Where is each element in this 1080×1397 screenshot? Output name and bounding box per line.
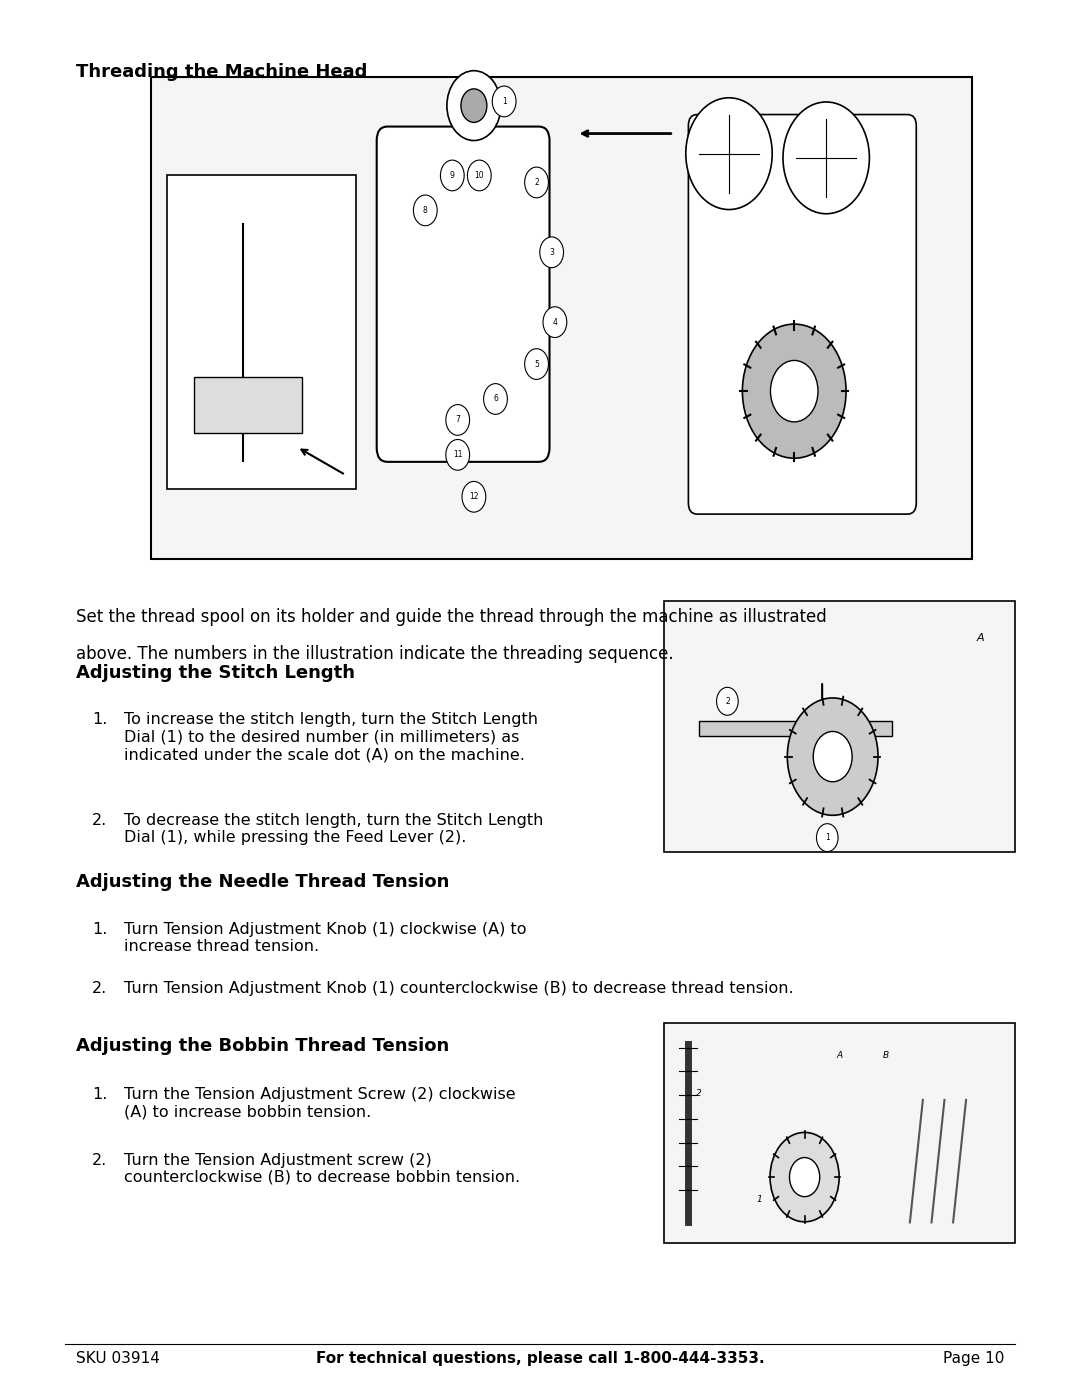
Circle shape — [787, 698, 878, 816]
Text: 6: 6 — [494, 394, 498, 404]
Text: Set the thread spool on its holder and guide the thread through the machine as i: Set the thread spool on its holder and g… — [76, 608, 826, 626]
Text: 11: 11 — [453, 450, 462, 460]
Text: 10: 10 — [474, 170, 484, 180]
Text: 2: 2 — [697, 1088, 702, 1098]
Text: 1.: 1. — [92, 712, 107, 728]
Circle shape — [816, 824, 838, 852]
Bar — [664, 1023, 1015, 1243]
Bar — [700, 721, 892, 736]
Text: Turn Tension Adjustment Knob (1) counterclockwise (B) to decrease thread tension: Turn Tension Adjustment Knob (1) counter… — [124, 981, 794, 996]
Text: 5: 5 — [535, 359, 539, 369]
Circle shape — [525, 349, 549, 380]
Text: 1.: 1. — [92, 1087, 107, 1102]
Text: A: A — [837, 1051, 842, 1060]
Text: 9: 9 — [450, 170, 455, 180]
Circle shape — [686, 98, 772, 210]
Text: Adjusting the Bobbin Thread Tension: Adjusting the Bobbin Thread Tension — [76, 1037, 449, 1055]
Text: 1: 1 — [825, 833, 829, 842]
Circle shape — [525, 168, 549, 198]
FancyBboxPatch shape — [377, 127, 550, 462]
Text: 3: 3 — [550, 247, 554, 257]
Text: A: A — [976, 633, 984, 644]
Text: To increase the stitch length, turn the Stitch Length
Dial (1) to the desired nu: To increase the stitch length, turn the … — [124, 712, 538, 763]
Text: 1: 1 — [502, 96, 507, 106]
Text: 7: 7 — [456, 415, 460, 425]
Text: Adjusting the Needle Thread Tension: Adjusting the Needle Thread Tension — [76, 873, 449, 891]
Circle shape — [783, 102, 869, 214]
Text: B: B — [882, 1051, 889, 1060]
Bar — [167, 175, 356, 489]
Text: Turn the Tension Adjustment screw (2)
counterclockwise (B) to decrease bobbin te: Turn the Tension Adjustment screw (2) co… — [124, 1153, 521, 1185]
Text: 1: 1 — [756, 1194, 761, 1204]
Text: To decrease the stitch length, turn the Stitch Length
Dial (1), while pressing t: To decrease the stitch length, turn the … — [124, 813, 543, 845]
Text: For technical questions, please call 1-800-444-3353.: For technical questions, please call 1-8… — [315, 1351, 765, 1366]
Text: Turn the Tension Adjustment Screw (2) clockwise
(A) to increase bobbin tension.: Turn the Tension Adjustment Screw (2) cl… — [124, 1087, 516, 1119]
Circle shape — [446, 440, 470, 471]
Circle shape — [492, 87, 516, 117]
Text: 2: 2 — [535, 177, 539, 187]
Circle shape — [717, 687, 739, 715]
Text: 2.: 2. — [92, 1153, 107, 1168]
Text: Turn Tension Adjustment Knob (1) clockwise (A) to
increase thread tension.: Turn Tension Adjustment Knob (1) clockwi… — [124, 922, 527, 954]
Circle shape — [441, 161, 464, 191]
Circle shape — [447, 71, 501, 141]
Circle shape — [468, 161, 491, 191]
Circle shape — [484, 384, 508, 415]
Text: Adjusting the Stitch Length: Adjusting the Stitch Length — [76, 664, 354, 682]
Circle shape — [813, 732, 852, 782]
Text: 4: 4 — [553, 317, 557, 327]
Circle shape — [462, 482, 486, 513]
Circle shape — [789, 1158, 820, 1197]
Bar — [151, 77, 972, 559]
Text: 2.: 2. — [92, 813, 107, 828]
Bar — [664, 601, 1015, 852]
Text: SKU 03914: SKU 03914 — [76, 1351, 160, 1366]
Circle shape — [543, 307, 567, 338]
Circle shape — [742, 324, 846, 458]
FancyBboxPatch shape — [688, 115, 916, 514]
Text: 1.: 1. — [92, 922, 107, 937]
Text: above. The numbers in the illustration indicate the threading sequence.: above. The numbers in the illustration i… — [76, 645, 673, 664]
Circle shape — [461, 89, 487, 123]
Circle shape — [540, 237, 564, 268]
Text: 2: 2 — [725, 697, 730, 705]
Text: Threading the Machine Head: Threading the Machine Head — [76, 63, 367, 81]
Text: 8: 8 — [423, 205, 428, 215]
Text: 2.: 2. — [92, 981, 107, 996]
Circle shape — [770, 360, 818, 422]
Circle shape — [414, 196, 437, 226]
Text: 12: 12 — [469, 492, 478, 502]
Text: Page 10: Page 10 — [943, 1351, 1004, 1366]
Bar — [194, 377, 302, 433]
Circle shape — [446, 405, 470, 436]
Circle shape — [770, 1133, 839, 1222]
